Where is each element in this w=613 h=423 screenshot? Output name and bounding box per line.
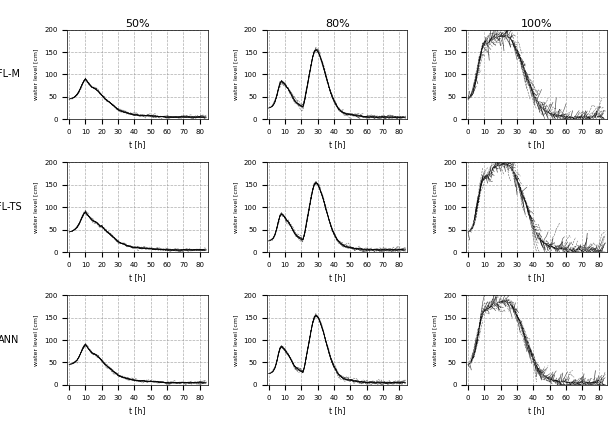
X-axis label: t [h]: t [h]	[329, 406, 345, 415]
X-axis label: t [h]: t [h]	[129, 140, 146, 150]
Y-axis label: water level [cm]: water level [cm]	[233, 314, 238, 366]
X-axis label: t [h]: t [h]	[329, 140, 345, 150]
Y-axis label: water level [cm]: water level [cm]	[34, 49, 39, 100]
X-axis label: t [h]: t [h]	[528, 406, 545, 415]
Y-axis label: water level [cm]: water level [cm]	[433, 314, 438, 366]
Text: ANN: ANN	[0, 335, 19, 345]
Text: FL-TS: FL-TS	[0, 202, 21, 212]
Text: FL-M: FL-M	[0, 69, 20, 80]
Title: 100%: 100%	[521, 19, 552, 29]
Title: 80%: 80%	[325, 19, 349, 29]
Y-axis label: water level [cm]: water level [cm]	[34, 314, 39, 366]
Title: 50%: 50%	[125, 19, 150, 29]
Y-axis label: water level [cm]: water level [cm]	[233, 49, 238, 100]
Y-axis label: water level [cm]: water level [cm]	[433, 181, 438, 233]
Y-axis label: water level [cm]: water level [cm]	[34, 181, 39, 233]
X-axis label: t [h]: t [h]	[329, 273, 345, 283]
Y-axis label: water level [cm]: water level [cm]	[433, 49, 438, 100]
X-axis label: t [h]: t [h]	[528, 140, 545, 150]
X-axis label: t [h]: t [h]	[129, 273, 146, 283]
X-axis label: t [h]: t [h]	[528, 273, 545, 283]
X-axis label: t [h]: t [h]	[129, 406, 146, 415]
Y-axis label: water level [cm]: water level [cm]	[233, 181, 238, 233]
